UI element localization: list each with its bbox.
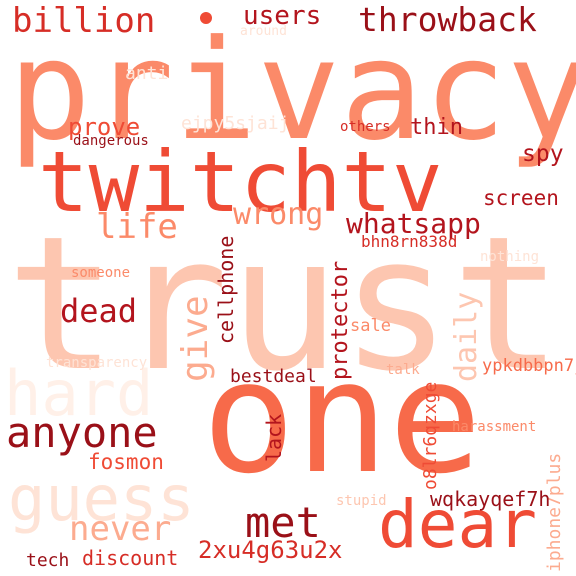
word-billion: billion bbox=[12, 1, 156, 41]
word-give: give bbox=[175, 295, 216, 382]
word-someone: someone bbox=[71, 265, 131, 281]
word-bestdeal: bestdeal bbox=[230, 366, 317, 387]
word-one: one bbox=[202, 327, 482, 508]
word-ejpy5sjaij: ejpy5sjaij bbox=[181, 113, 290, 134]
word-wqkayqef7h: wqkayqef7h bbox=[430, 487, 551, 511]
word-wrong: wrong bbox=[233, 197, 324, 232]
word-stupid: stupid bbox=[336, 493, 387, 509]
word-dangerous: dangerous bbox=[73, 133, 149, 149]
word-protector: protector bbox=[328, 260, 353, 380]
word-dear: dear bbox=[378, 486, 537, 563]
word-talk: talk bbox=[386, 362, 420, 378]
word-fosmon: fosmon bbox=[88, 450, 164, 474]
word-sale: sale bbox=[350, 316, 391, 336]
word-transparency: transparency bbox=[46, 355, 148, 371]
word-guess: guess bbox=[8, 462, 195, 535]
word-life: life bbox=[96, 207, 178, 247]
word-discount: discount bbox=[82, 546, 179, 570]
word-trust: trust bbox=[6, 196, 563, 412]
word-cellphone: cellphone bbox=[214, 235, 238, 344]
word-others: others bbox=[340, 119, 391, 135]
word-nothing: nothing bbox=[480, 249, 540, 265]
word-privacy: privacy bbox=[8, 10, 576, 171]
word-harassment: harassment bbox=[452, 419, 537, 435]
word-whatsapp: whatsapp bbox=[346, 207, 481, 240]
word-thin: thin bbox=[410, 115, 463, 140]
word-ypkdbbpn7j: ypkdbbpn7j bbox=[482, 356, 576, 376]
word-met: met bbox=[245, 498, 321, 547]
word-hard: hard bbox=[4, 357, 154, 430]
word-dead: dead bbox=[60, 292, 138, 330]
word-twitchtv: twitchtv bbox=[38, 133, 443, 231]
word-around: around bbox=[240, 24, 287, 39]
word-anti: anti bbox=[125, 63, 169, 84]
word-lack: lack bbox=[262, 413, 286, 462]
word-throwback: throwback bbox=[358, 0, 537, 39]
word-never: never bbox=[69, 509, 172, 549]
word-daily: daily bbox=[449, 291, 484, 382]
dot-mark bbox=[200, 12, 212, 24]
word-anyone: anyone bbox=[6, 408, 158, 457]
word-o8lr6qzxge: o8lr6qzxge bbox=[420, 381, 441, 490]
word-iphone7plus: iphone7plus bbox=[544, 452, 565, 572]
word-tech: tech bbox=[26, 550, 70, 571]
word-prove: prove bbox=[68, 113, 141, 141]
word-2xu4g63u2x: 2xu4g63u2x bbox=[198, 536, 343, 564]
word-users: users bbox=[243, 1, 322, 31]
word-screen: screen bbox=[483, 186, 559, 210]
word-spy: spy bbox=[522, 141, 564, 167]
word-bhn8rn838d: bhn8rn838d bbox=[361, 232, 458, 251]
